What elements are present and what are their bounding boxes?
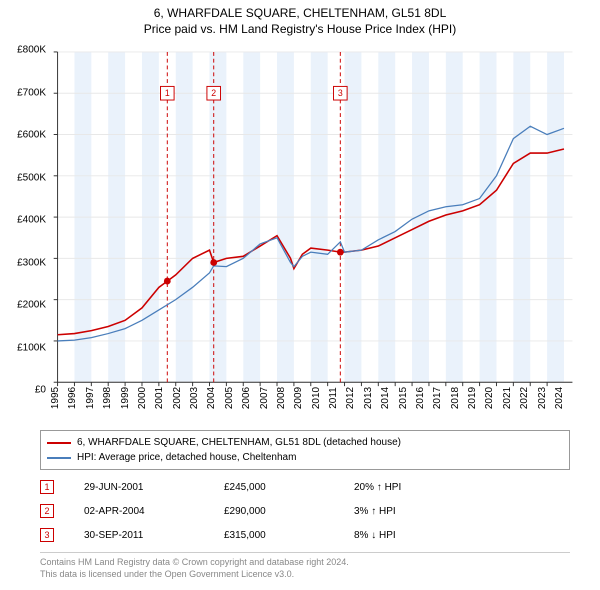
x-tick-label: 2002 — [172, 387, 183, 409]
marker-date: 30-SEP-2011 — [84, 530, 224, 541]
marker-badge: 2 — [40, 504, 54, 518]
x-tick-label: 2011 — [328, 387, 339, 409]
legend-swatch-hpi — [47, 457, 71, 459]
y-tick-label: £200K — [17, 300, 46, 311]
x-tick-label: 2023 — [537, 387, 548, 409]
marker-pct: 20% ↑ HPI — [354, 482, 474, 493]
legend-box: 6, WHARFDALE SQUARE, CHELTENHAM, GL51 8D… — [40, 430, 570, 470]
x-tick-label: 2015 — [398, 387, 409, 409]
x-tick-label: 1995 — [50, 387, 61, 409]
legend-label-property: 6, WHARFDALE SQUARE, CHELTENHAM, GL51 8D… — [77, 435, 401, 450]
legend-row-property: 6, WHARFDALE SQUARE, CHELTENHAM, GL51 8D… — [47, 435, 563, 450]
footer-line-1: Contains HM Land Registry data © Crown c… — [40, 557, 570, 569]
marker-row: 1 29-JUN-2001£245,00020% ↑ HPI — [40, 475, 570, 499]
x-tick-label: 2017 — [432, 387, 443, 409]
x-tick-label: 1996 — [67, 387, 78, 409]
x-tick-label: 2001 — [154, 387, 165, 409]
y-tick-label: £300K — [17, 257, 46, 268]
svg-text:3: 3 — [338, 88, 343, 98]
x-tick-label: 2005 — [224, 387, 235, 409]
markers-table: 1 29-JUN-2001£245,00020% ↑ HPI 2 02-APR-200… — [40, 475, 570, 547]
svg-text:2: 2 — [211, 88, 216, 98]
marker-row: 2 02-APR-2004£290,0003% ↑ HPI — [40, 499, 570, 523]
marker-badge: 3 — [40, 528, 54, 542]
x-tick-label: 1998 — [102, 387, 113, 409]
x-tick-label: 2020 — [484, 387, 495, 409]
footer-line-2: This data is licensed under the Open Gov… — [40, 569, 570, 581]
marker-price: £315,000 — [224, 530, 354, 541]
y-tick-label: £100K — [17, 342, 46, 353]
title-line-2: Price paid vs. HM Land Registry's House … — [0, 22, 600, 36]
legend-row-hpi: HPI: Average price, detached house, Chel… — [47, 450, 563, 465]
x-tick-label: 2018 — [450, 387, 461, 409]
x-axis-labels: 1995199619971998199920002001200220032004… — [50, 392, 580, 432]
x-tick-label: 2010 — [311, 387, 322, 409]
x-tick-label: 2012 — [345, 387, 356, 409]
x-tick-label: 2014 — [380, 387, 391, 409]
x-tick-label: 2016 — [415, 387, 426, 409]
y-tick-label: £400K — [17, 215, 46, 226]
y-tick-label: £0 — [35, 385, 46, 396]
y-tick-label: £700K — [17, 87, 46, 98]
x-tick-label: 2006 — [241, 387, 252, 409]
x-tick-label: 2009 — [293, 387, 304, 409]
legend-swatch-property — [47, 442, 71, 444]
marker-pct: 8% ↓ HPI — [354, 530, 474, 541]
svg-text:1: 1 — [165, 88, 170, 98]
x-tick-label: 2013 — [363, 387, 374, 409]
x-tick-label: 2003 — [189, 387, 200, 409]
x-tick-label: 2004 — [206, 387, 217, 409]
title-line-1: 6, WHARFDALE SQUARE, CHELTENHAM, GL51 8D… — [0, 6, 600, 20]
page-container: 6, WHARFDALE SQUARE, CHELTENHAM, GL51 8D… — [0, 0, 600, 590]
chart-svg: 1 2 3 — [50, 50, 580, 390]
x-tick-label: 2000 — [137, 387, 148, 409]
y-axis-labels: £0£100K£200K£300K£400K£500K£600K£700K£80… — [8, 50, 48, 390]
x-tick-label: 2021 — [502, 387, 513, 409]
y-tick-label: £600K — [17, 130, 46, 141]
chart-area: 1 2 3 — [50, 50, 580, 390]
legend-label-hpi: HPI: Average price, detached house, Chel… — [77, 450, 296, 465]
x-tick-label: 2019 — [467, 387, 478, 409]
x-tick-label: 2008 — [276, 387, 287, 409]
y-tick-label: £800K — [17, 45, 46, 56]
footer: Contains HM Land Registry data © Crown c… — [40, 552, 570, 580]
x-tick-label: 2024 — [554, 387, 565, 409]
marker-pct: 3% ↑ HPI — [354, 506, 474, 517]
x-tick-label: 2007 — [259, 387, 270, 409]
marker-badge: 1 — [40, 480, 54, 494]
x-tick-label: 1997 — [85, 387, 96, 409]
y-tick-label: £500K — [17, 172, 46, 183]
title-block: 6, WHARFDALE SQUARE, CHELTENHAM, GL51 8D… — [0, 0, 600, 36]
marker-price: £245,000 — [224, 482, 354, 493]
marker-price: £290,000 — [224, 506, 354, 517]
marker-date: 29-JUN-2001 — [84, 482, 224, 493]
marker-date: 02-APR-2004 — [84, 506, 224, 517]
x-tick-label: 1999 — [120, 387, 131, 409]
x-tick-label: 2022 — [519, 387, 530, 409]
marker-row: 3 30-SEP-2011£315,0008% ↓ HPI — [40, 523, 570, 547]
